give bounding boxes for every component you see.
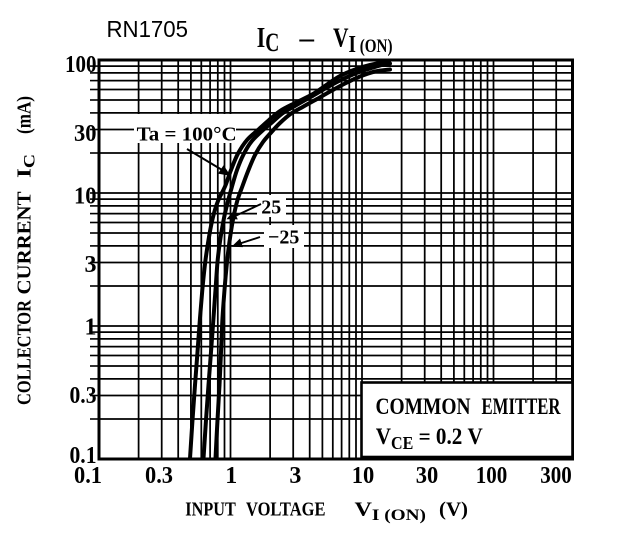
svg-text:0.1: 0.1: [74, 463, 102, 489]
svg-text:100: 100: [65, 52, 97, 78]
svg-text:3: 3: [85, 252, 97, 278]
svg-text:0.1: 0.1: [70, 443, 97, 469]
svg-text:EMITTER: EMITTER: [482, 394, 561, 419]
svg-text:30: 30: [74, 121, 97, 147]
svg-text:30: 30: [416, 463, 439, 489]
svg-text:COLLECTOR: COLLECTOR: [14, 300, 36, 405]
svg-text:VOLTAGE: VOLTAGE: [246, 499, 326, 521]
svg-text:(V): (V): [439, 499, 468, 521]
svg-text:−25: −25: [268, 227, 299, 249]
svg-text:1: 1: [85, 315, 97, 341]
svg-text:–: –: [299, 22, 315, 54]
svg-text:0.3: 0.3: [70, 383, 97, 409]
svg-text:CURRENT: CURRENT: [14, 191, 36, 295]
svg-text:1: 1: [225, 463, 237, 489]
svg-text:Ta = 100°C: Ta = 100°C: [137, 124, 237, 146]
svg-text:10: 10: [352, 463, 375, 489]
svg-text:100: 100: [476, 463, 508, 489]
svg-text:INPUT: INPUT: [185, 499, 236, 521]
svg-text:IC: IC: [257, 22, 280, 57]
svg-text:25: 25: [261, 197, 281, 219]
svg-text:RN1705: RN1705: [107, 16, 189, 42]
svg-text:3: 3: [289, 463, 301, 489]
svg-text:10: 10: [74, 184, 97, 210]
svg-text:(mA): (mA): [14, 96, 36, 134]
svg-text:COMMON: COMMON: [376, 394, 471, 419]
svg-text:300: 300: [540, 463, 572, 489]
svg-text:0.3: 0.3: [145, 463, 173, 489]
